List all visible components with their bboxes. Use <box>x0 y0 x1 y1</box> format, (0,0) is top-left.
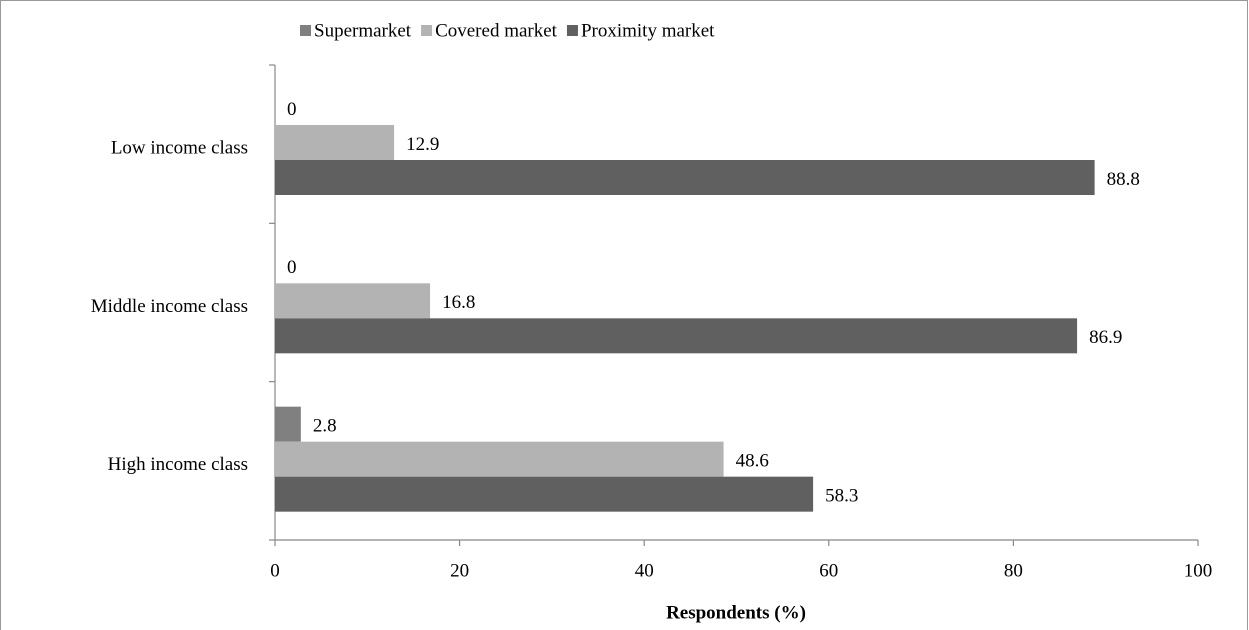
bar <box>275 318 1078 354</box>
legend-label: Supermarket <box>314 20 412 41</box>
value-label: 88.8 <box>1107 169 1140 190</box>
value-label: 48.6 <box>736 451 769 472</box>
y-tick-label: High income class <box>108 454 248 475</box>
x-tick-label: 100 <box>1184 560 1213 581</box>
bar <box>275 476 814 512</box>
value-label: 2.8 <box>313 416 337 437</box>
legend-label: Proximity market <box>581 20 715 41</box>
x-tick-label: 20 <box>450 560 469 581</box>
x-tick-label: 80 <box>1004 560 1023 581</box>
bar <box>275 441 724 477</box>
x-tick-label: 40 <box>635 560 654 581</box>
value-label: 0 <box>287 99 297 120</box>
legend-swatch <box>300 25 311 36</box>
legend-swatch <box>421 25 433 36</box>
legend-swatch <box>566 25 578 36</box>
value-label: 86.9 <box>1089 327 1122 348</box>
x-tick-label: 0 <box>270 560 280 581</box>
bar <box>275 125 395 160</box>
bar <box>275 160 1095 195</box>
value-label: 16.8 <box>442 292 475 313</box>
value-label: 12.9 <box>406 134 439 155</box>
x-axis-label: Respondents (%) <box>666 602 806 623</box>
value-label: 58.3 <box>825 486 858 507</box>
bar <box>275 283 431 319</box>
y-tick-label: Low income class <box>111 138 248 159</box>
legend-label: Covered market <box>435 20 558 41</box>
y-tick-label: Middle income class <box>91 296 248 317</box>
x-tick-label: 60 <box>819 560 838 581</box>
value-label: 0 <box>287 257 297 278</box>
bar <box>275 406 301 442</box>
